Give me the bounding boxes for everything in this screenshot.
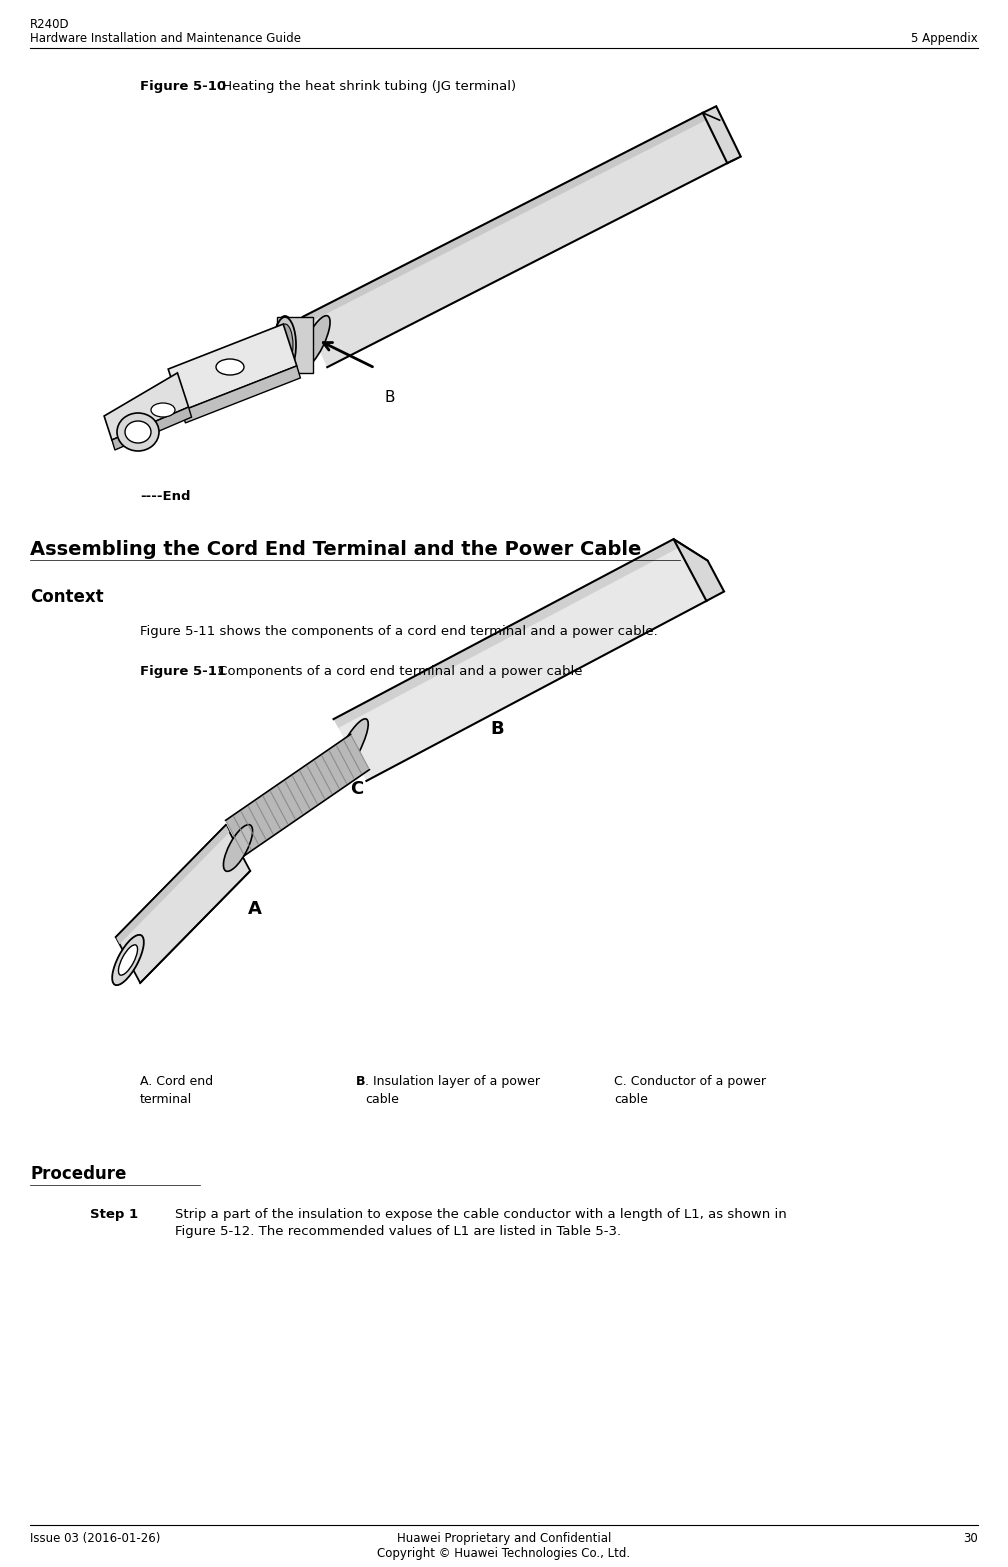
Ellipse shape [224,824,253,871]
Text: Context: Context [30,588,104,606]
Text: A. Cord end
terminal: A. Cord end terminal [140,1075,213,1106]
Polygon shape [116,826,230,943]
Polygon shape [277,317,313,373]
Text: . Insulation layer of a power
cable: . Insulation layer of a power cable [365,1075,540,1106]
Text: Hardware Installation and Maintenance Guide: Hardware Installation and Maintenance Gu… [30,31,301,45]
Polygon shape [334,539,707,780]
Polygon shape [334,539,678,729]
Text: Figure 5-11: Figure 5-11 [140,664,226,679]
Text: ----End: ----End [140,490,191,503]
Text: 5 Appendix: 5 Appendix [911,31,978,45]
Polygon shape [302,113,728,367]
Text: Copyright © Huawei Technologies Co., Ltd.: Copyright © Huawei Technologies Co., Ltd… [377,1547,631,1561]
Text: B: B [385,390,395,404]
Ellipse shape [125,422,151,443]
Text: Huawei Proprietary and Confidential: Huawei Proprietary and Confidential [397,1533,611,1545]
Text: C. Conductor of a power
cable: C. Conductor of a power cable [614,1075,766,1106]
Text: Figure 5-11 shows the components of a cord end terminal and a power cable.: Figure 5-11 shows the components of a co… [140,625,658,638]
Polygon shape [112,407,192,450]
Text: R240D: R240D [30,17,70,31]
Polygon shape [104,373,188,440]
Text: Procedure: Procedure [30,1164,126,1183]
Ellipse shape [332,719,368,782]
Ellipse shape [216,359,244,375]
Ellipse shape [274,317,296,375]
Text: Components of a cord end terminal and a power cable: Components of a cord end terminal and a … [214,664,583,679]
Polygon shape [168,324,296,411]
Text: Step 1: Step 1 [90,1208,138,1221]
Text: 30: 30 [964,1533,978,1545]
Polygon shape [181,367,300,423]
Text: Issue 03 (2016-01-26): Issue 03 (2016-01-26) [30,1533,160,1545]
Text: B: B [356,1075,366,1087]
Text: Assembling the Cord End Terminal and the Power Cable: Assembling the Cord End Terminal and the… [30,541,641,559]
Ellipse shape [119,945,137,975]
Polygon shape [673,539,724,600]
Ellipse shape [277,324,293,367]
Ellipse shape [300,315,330,368]
Text: A: A [248,899,262,918]
Polygon shape [226,735,369,856]
Text: Figure 5-10: Figure 5-10 [140,80,226,92]
Text: Figure 5-12. The recommended values of L1 are listed in Table 5-3.: Figure 5-12. The recommended values of L… [175,1225,621,1238]
Ellipse shape [112,935,144,986]
Text: Heating the heat shrink tubing (JG terminal): Heating the heat shrink tubing (JG termi… [218,80,516,92]
Polygon shape [116,826,250,983]
Text: B: B [490,719,504,738]
Ellipse shape [151,403,175,417]
Polygon shape [302,113,707,324]
Polygon shape [703,107,741,163]
Text: C: C [350,780,363,798]
Ellipse shape [274,317,296,373]
Ellipse shape [117,414,159,451]
Text: Strip a part of the insulation to expose the cable conductor with a length of L1: Strip a part of the insulation to expose… [175,1208,787,1221]
